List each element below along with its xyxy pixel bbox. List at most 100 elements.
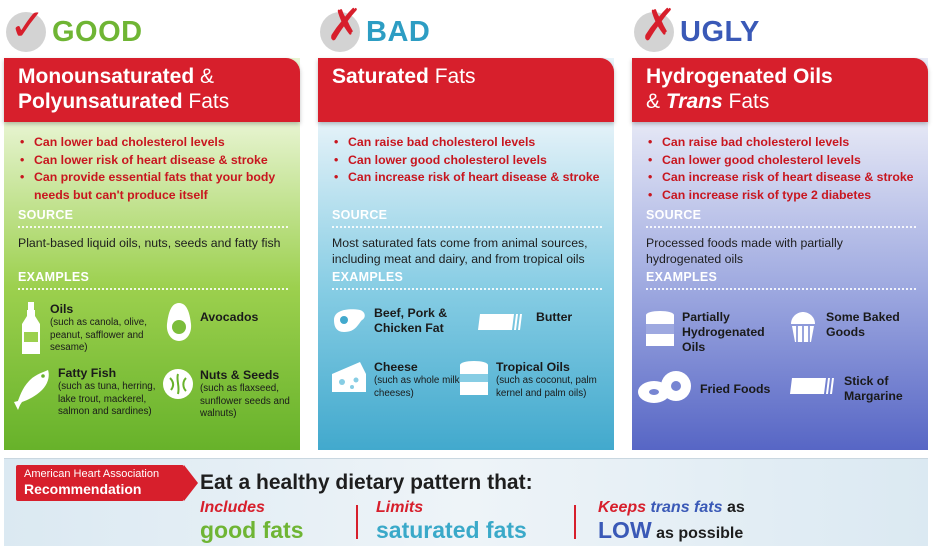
example-title: Butter (536, 310, 573, 324)
list-item: Can increase risk of heart disease & str… (334, 169, 604, 187)
aha-recommendation-badge: American Heart Association Recommendatio… (16, 465, 198, 501)
example-title: Some Baked Goods (826, 310, 900, 339)
oil-can-icon (460, 361, 488, 395)
bad-title-rest: Fats (428, 65, 476, 88)
good-title-line2-rest: Fats (182, 90, 230, 113)
example-title: Cheese (374, 360, 418, 374)
checkmark-icon: ✓ (6, 4, 46, 52)
example-title: Oils (50, 302, 74, 316)
shortening-can-icon (646, 311, 674, 346)
example-item: Butter (478, 310, 608, 332)
good-card: Monounsaturated & Polyunsaturated Fats C… (4, 58, 300, 450)
example-item: Beef, Pork & Chicken Fat (330, 306, 480, 336)
list-item: Can lower bad cholesterol levels (20, 134, 290, 152)
badge-line1: American Heart Association (24, 468, 160, 480)
oil-bottle-icon (22, 302, 40, 354)
divider (646, 226, 916, 228)
good-header: ✓ GOOD (6, 4, 143, 54)
butter-icon (478, 314, 522, 330)
example-detail: (such as tuna, herring, lake trout, mack… (58, 381, 156, 417)
ugly-effects-list: Can raise bad cholesterol levels Can low… (632, 122, 928, 204)
example-item: Partially Hydrogenated Oils (644, 310, 794, 355)
divider (332, 288, 602, 290)
list-item: Can increase risk of type 2 diabetes (648, 187, 918, 205)
bad-source-text: Most saturated fats come from animal sou… (332, 236, 588, 266)
example-title: Stick of Margarine (844, 374, 903, 403)
ugly-header: ✗ UGLY (634, 4, 760, 54)
cheese-icon (332, 362, 366, 392)
example-item: Oils (such as canola, olive, peanut, saf… (18, 302, 168, 356)
good-source-text: Plant-based liquid oils, nuts, seeds and… (18, 236, 281, 250)
example-item: Cheese (such as whole milk cheeses) (330, 360, 470, 400)
item2-verb: Limits (376, 499, 424, 516)
divider (646, 288, 916, 290)
list-item: Can lower good cholesterol levels (334, 152, 604, 170)
good-title-banner: Monounsaturated & Polyunsaturated Fats (4, 58, 300, 122)
example-detail: (such as coconut, palm kernel and palm o… (496, 375, 597, 399)
example-item: Nuts & Seeds (such as flaxseed, sunflowe… (162, 368, 296, 421)
recommendation-item-good: Includes good fats (200, 499, 304, 543)
steak-icon (334, 309, 365, 332)
example-item: Stick of Margarine (790, 374, 924, 404)
badge-line2: Recommendation (24, 481, 142, 497)
item3-trans: trans fats (650, 499, 723, 516)
recommendation-panel: American Heart Association Recommendatio… (4, 458, 928, 546)
divider (332, 226, 602, 228)
example-title: Beef, Pork & Chicken Fat (374, 306, 448, 335)
cupcake-icon (791, 312, 815, 342)
margarine-icon (790, 378, 834, 394)
bad-header: ✗ BAD (320, 4, 431, 54)
ugly-title-line2-amp: & (646, 90, 666, 113)
example-title: Tropical Oils (496, 360, 570, 374)
example-detail: (such as flaxseed, sunflower seeds and w… (200, 383, 290, 419)
list-item: Can lower good cholesterol levels (648, 152, 918, 170)
item3-as-possible: as possible (651, 525, 744, 542)
ugly-source-label: SOURCE (646, 208, 702, 222)
divider (356, 505, 358, 539)
ugly-title-banner: Hydrogenated Oils & Trans Fats (632, 58, 928, 122)
recommendation-item-saturated: Limits saturated fats (376, 499, 527, 543)
x-mark-icon: ✗ (634, 4, 677, 52)
list-item: Can provide essential fats that your bod… (20, 169, 290, 204)
good-benefits-list: Can lower bad cholesterol levels Can low… (4, 122, 300, 204)
divider (18, 288, 288, 290)
item1-object: good fats (200, 517, 304, 543)
good-title-line2-bold: Polyunsaturated (18, 90, 183, 113)
item1-verb: Includes (200, 499, 265, 516)
bad-source-label: SOURCE (332, 208, 388, 222)
ugly-title-line1: Hydrogenated Oils (646, 65, 833, 88)
example-detail: (such as canola, olive, peanut, safflowe… (50, 317, 147, 353)
item2-object: saturated fats (376, 517, 527, 543)
example-item: Avocados (164, 302, 294, 342)
fish-icon (14, 370, 49, 410)
example-title: Fried Foods (700, 382, 771, 396)
good-title-line1-bold: Monounsaturated (18, 65, 195, 88)
ugly-source-text: Processed foods made with partially hydr… (646, 236, 843, 266)
good-title-line1-rest: & (194, 65, 215, 88)
example-detail: (such as whole milk cheeses) (374, 375, 460, 399)
x-mark-icon: ✗ (320, 4, 363, 52)
good-examples-label: EXAMPLES (18, 270, 90, 284)
donut-icon (638, 371, 691, 403)
divider (574, 505, 576, 539)
example-title: Partially Hydrogenated Oils (682, 310, 765, 354)
list-item: Can raise bad cholesterol levels (648, 134, 918, 152)
bad-title-bold: Saturated (332, 65, 429, 88)
bad-title-banner: Saturated Fats (318, 58, 614, 122)
ugly-title-line2-rest: Fats (722, 90, 770, 113)
ugly-title-line2-italic: Trans (665, 90, 723, 113)
example-item: Fried Foods (636, 370, 786, 406)
divider (18, 226, 288, 228)
avocado-icon (166, 303, 192, 341)
good-verdict: GOOD (52, 15, 143, 48)
bad-effects-list: Can raise bad cholesterol levels Can low… (318, 122, 614, 187)
good-source-label: SOURCE (18, 208, 74, 222)
bad-card: Saturated Fats Can raise bad cholesterol… (318, 58, 614, 450)
example-title: Avocados (200, 310, 259, 324)
list-item: Can increase risk of heart disease & str… (648, 169, 918, 187)
bad-verdict: BAD (366, 15, 431, 48)
item3-as: as (722, 499, 745, 516)
recommendation-headline: Eat a healthy dietary pattern that: (200, 471, 533, 494)
item3-verb: Keeps (598, 499, 651, 516)
item3-low: LOW (598, 517, 652, 543)
